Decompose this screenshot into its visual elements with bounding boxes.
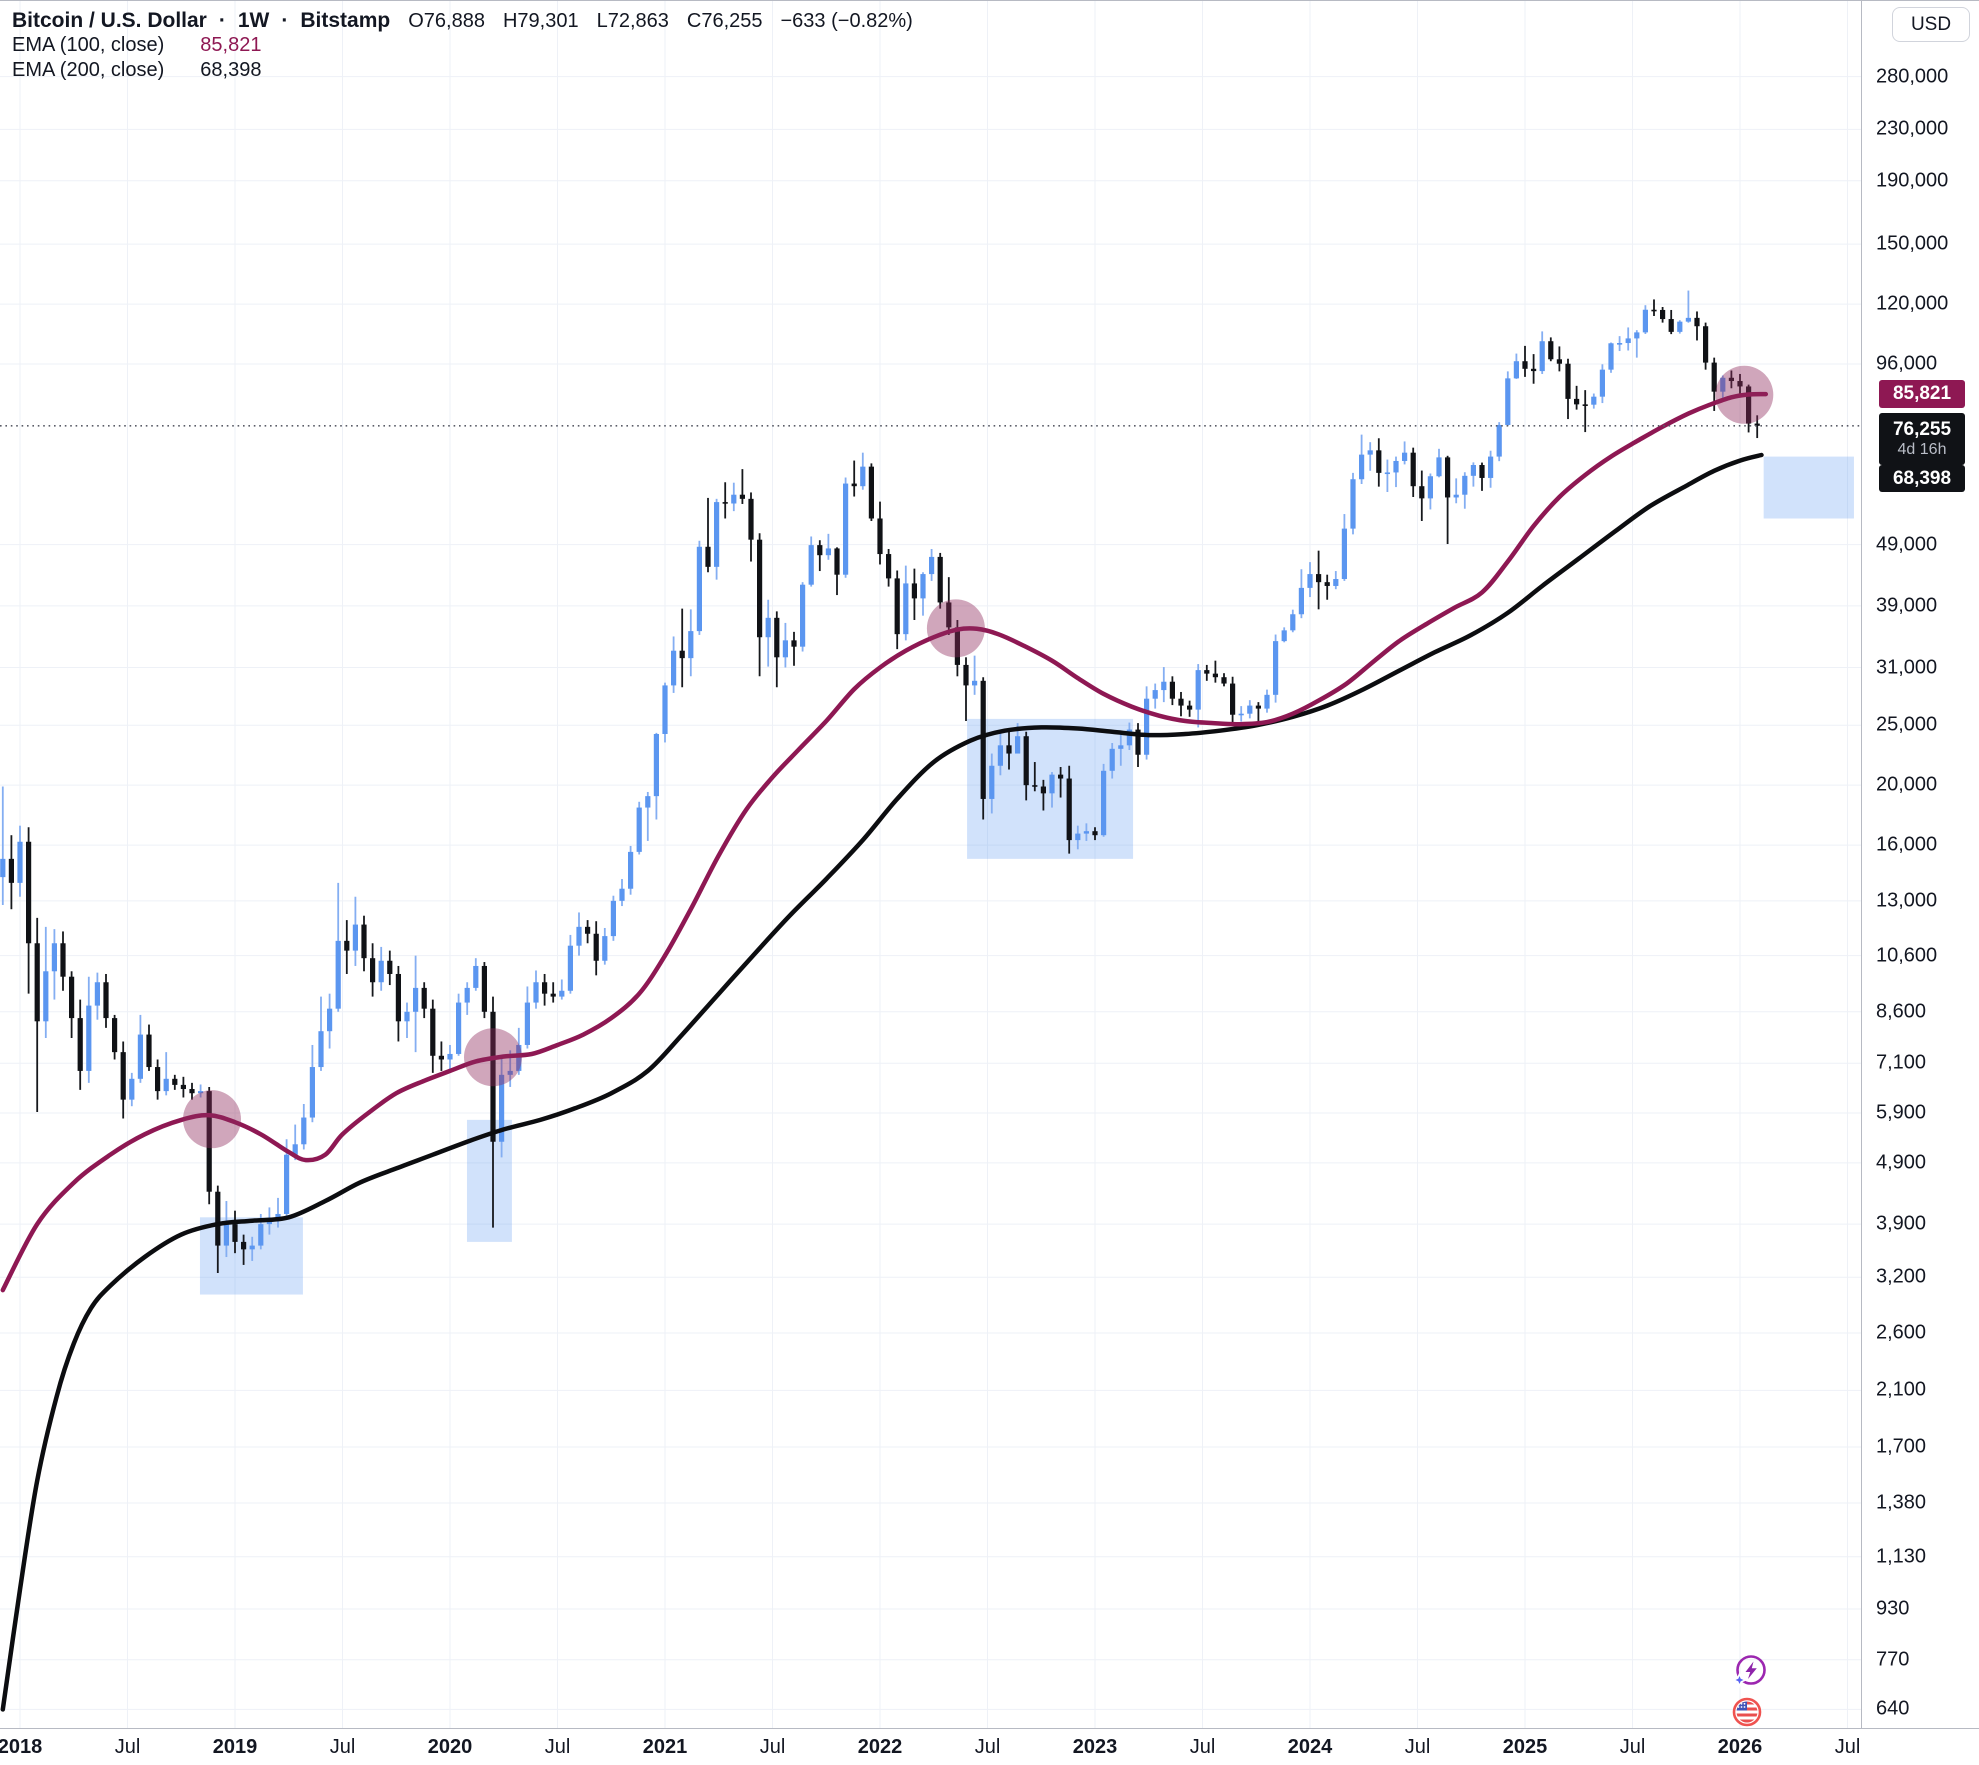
time-tick-label: Jul <box>329 1736 356 1758</box>
price-tick-label: 49,000 <box>1876 533 1938 556</box>
time-tick-label: 2018 <box>0 1736 43 1758</box>
price-tick-label: 1,130 <box>1876 1545 1927 1568</box>
legend-separator: · <box>218 9 226 32</box>
price-tick-label: 31,000 <box>1876 656 1938 678</box>
time-tick-label: 2024 <box>1287 1736 1333 1758</box>
price-tick-label: 4,900 <box>1876 1151 1927 1174</box>
time-tick-label: Jul <box>1404 1736 1431 1758</box>
price-tick-label: 39,000 <box>1876 594 1938 617</box>
time-tick-label: Jul <box>1619 1736 1646 1758</box>
ema100-label: EMA (100, close) <box>12 34 165 56</box>
price-tick-label: 13,000 <box>1876 889 1938 912</box>
time-tick-label: Jul <box>1189 1736 1216 1758</box>
legend-separator: · <box>281 9 289 32</box>
exchange-label: Bitstamp <box>300 9 391 32</box>
indicator-row-ema100[interactable]: EMA (100, close) 85,821 <box>12 34 913 59</box>
ema100-value: 85,821 <box>200 34 262 56</box>
ohlc-low: L72,863 <box>596 10 669 32</box>
time-tick-label: 2025 <box>1502 1736 1548 1758</box>
ohlc-close: C76,255 <box>686 10 763 32</box>
price-tick-label: 20,000 <box>1876 773 1938 796</box>
price-tick-label: 7,100 <box>1876 1051 1927 1074</box>
price-tick-label: 2,600 <box>1876 1321 1927 1344</box>
ema200-value: 68,398 <box>200 59 262 81</box>
us-flag-icon[interactable] <box>1730 1695 1764 1729</box>
price-tick-label: 640 <box>1876 1697 1910 1720</box>
ohlc-high: H79,301 <box>502 10 579 32</box>
price-axis[interactable]: USD 280,000 230,000 190,000 150,000 120,000 9… <box>1861 1 1979 1728</box>
ema200-label: EMA (200, close) <box>12 59 165 81</box>
time-tick-label: 2023 <box>1072 1736 1118 1758</box>
bar-countdown: 4d 16h <box>1897 441 1947 458</box>
price-tick-label: 96,000 <box>1876 352 1938 375</box>
time-tick-label: Jul <box>114 1736 141 1758</box>
price-tick-label: 280,000 <box>1876 65 1949 88</box>
time-tick-label: 2022 <box>857 1736 903 1758</box>
time-tick-label: Jul <box>974 1736 1001 1758</box>
price-tick-label: 1,700 <box>1876 1435 1927 1458</box>
ema100-price-label: 85,821 <box>1879 380 1965 408</box>
price-tick-label: 150,000 <box>1876 232 1949 255</box>
time-tick-label: 2021 <box>642 1736 688 1758</box>
symbol-row[interactable]: Bitcoin / U.S. Dollar · 1W · Bitstamp O7… <box>12 9 913 34</box>
price-tick-label: 2,100 <box>1876 1378 1927 1401</box>
lightning-spark-icon[interactable] <box>1730 1651 1770 1691</box>
time-tick-label: Jul <box>1834 1736 1861 1758</box>
price-tick-label: 190,000 <box>1876 169 1949 192</box>
ema200-price-label: 68,398 <box>1879 465 1965 492</box>
price-tick-label: 8,600 <box>1876 1000 1927 1023</box>
symbol-title: Bitcoin / U.S. Dollar <box>12 9 207 32</box>
price-tick-label: 120,000 <box>1876 292 1949 315</box>
time-tick-label: Jul <box>759 1736 786 1758</box>
price-tick-label: 930 <box>1876 1597 1910 1620</box>
price-tick-label: 16,000 <box>1876 833 1938 856</box>
currency-usd-button[interactable]: USD <box>1892 7 1970 42</box>
price-tick-label: 1,380 <box>1876 1491 1927 1514</box>
time-tick-label: Jul <box>544 1736 571 1758</box>
price-tick-label: 25,000 <box>1876 713 1938 736</box>
time-tick-label: 2019 <box>212 1736 258 1758</box>
price-tick-label: 230,000 <box>1876 117 1949 140</box>
time-axis[interactable]: 2018 Jul 2019 Jul 2020 Jul 2021 Jul 2022 Jul 2023 J… <box>0 1728 1979 1765</box>
candlestick-chart-canvas[interactable] <box>0 1 1861 1728</box>
ohlc-open: O76,888 <box>408 10 485 32</box>
price-tick-label: 770 <box>1876 1648 1910 1671</box>
price-tick-label: 5,900 <box>1876 1101 1927 1124</box>
chart-legend: Bitcoin / U.S. Dollar · 1W · Bitstamp O7… <box>12 9 913 84</box>
price-tick-label: 10,600 <box>1876 944 1938 967</box>
time-tick-label: 2026 <box>1717 1736 1763 1758</box>
price-tick-label: 3,900 <box>1876 1212 1927 1235</box>
price-change: −633 (−0.82%) <box>780 10 913 32</box>
last-price-label: 76,255 4d 16h <box>1879 413 1965 465</box>
indicator-row-ema200[interactable]: EMA (200, close) 68,398 <box>12 59 913 84</box>
time-tick-label: 2020 <box>427 1736 473 1758</box>
interval-label: 1W <box>237 9 270 32</box>
footer-icons <box>1730 1651 1780 1729</box>
price-tick-label: 3,200 <box>1876 1265 1927 1288</box>
